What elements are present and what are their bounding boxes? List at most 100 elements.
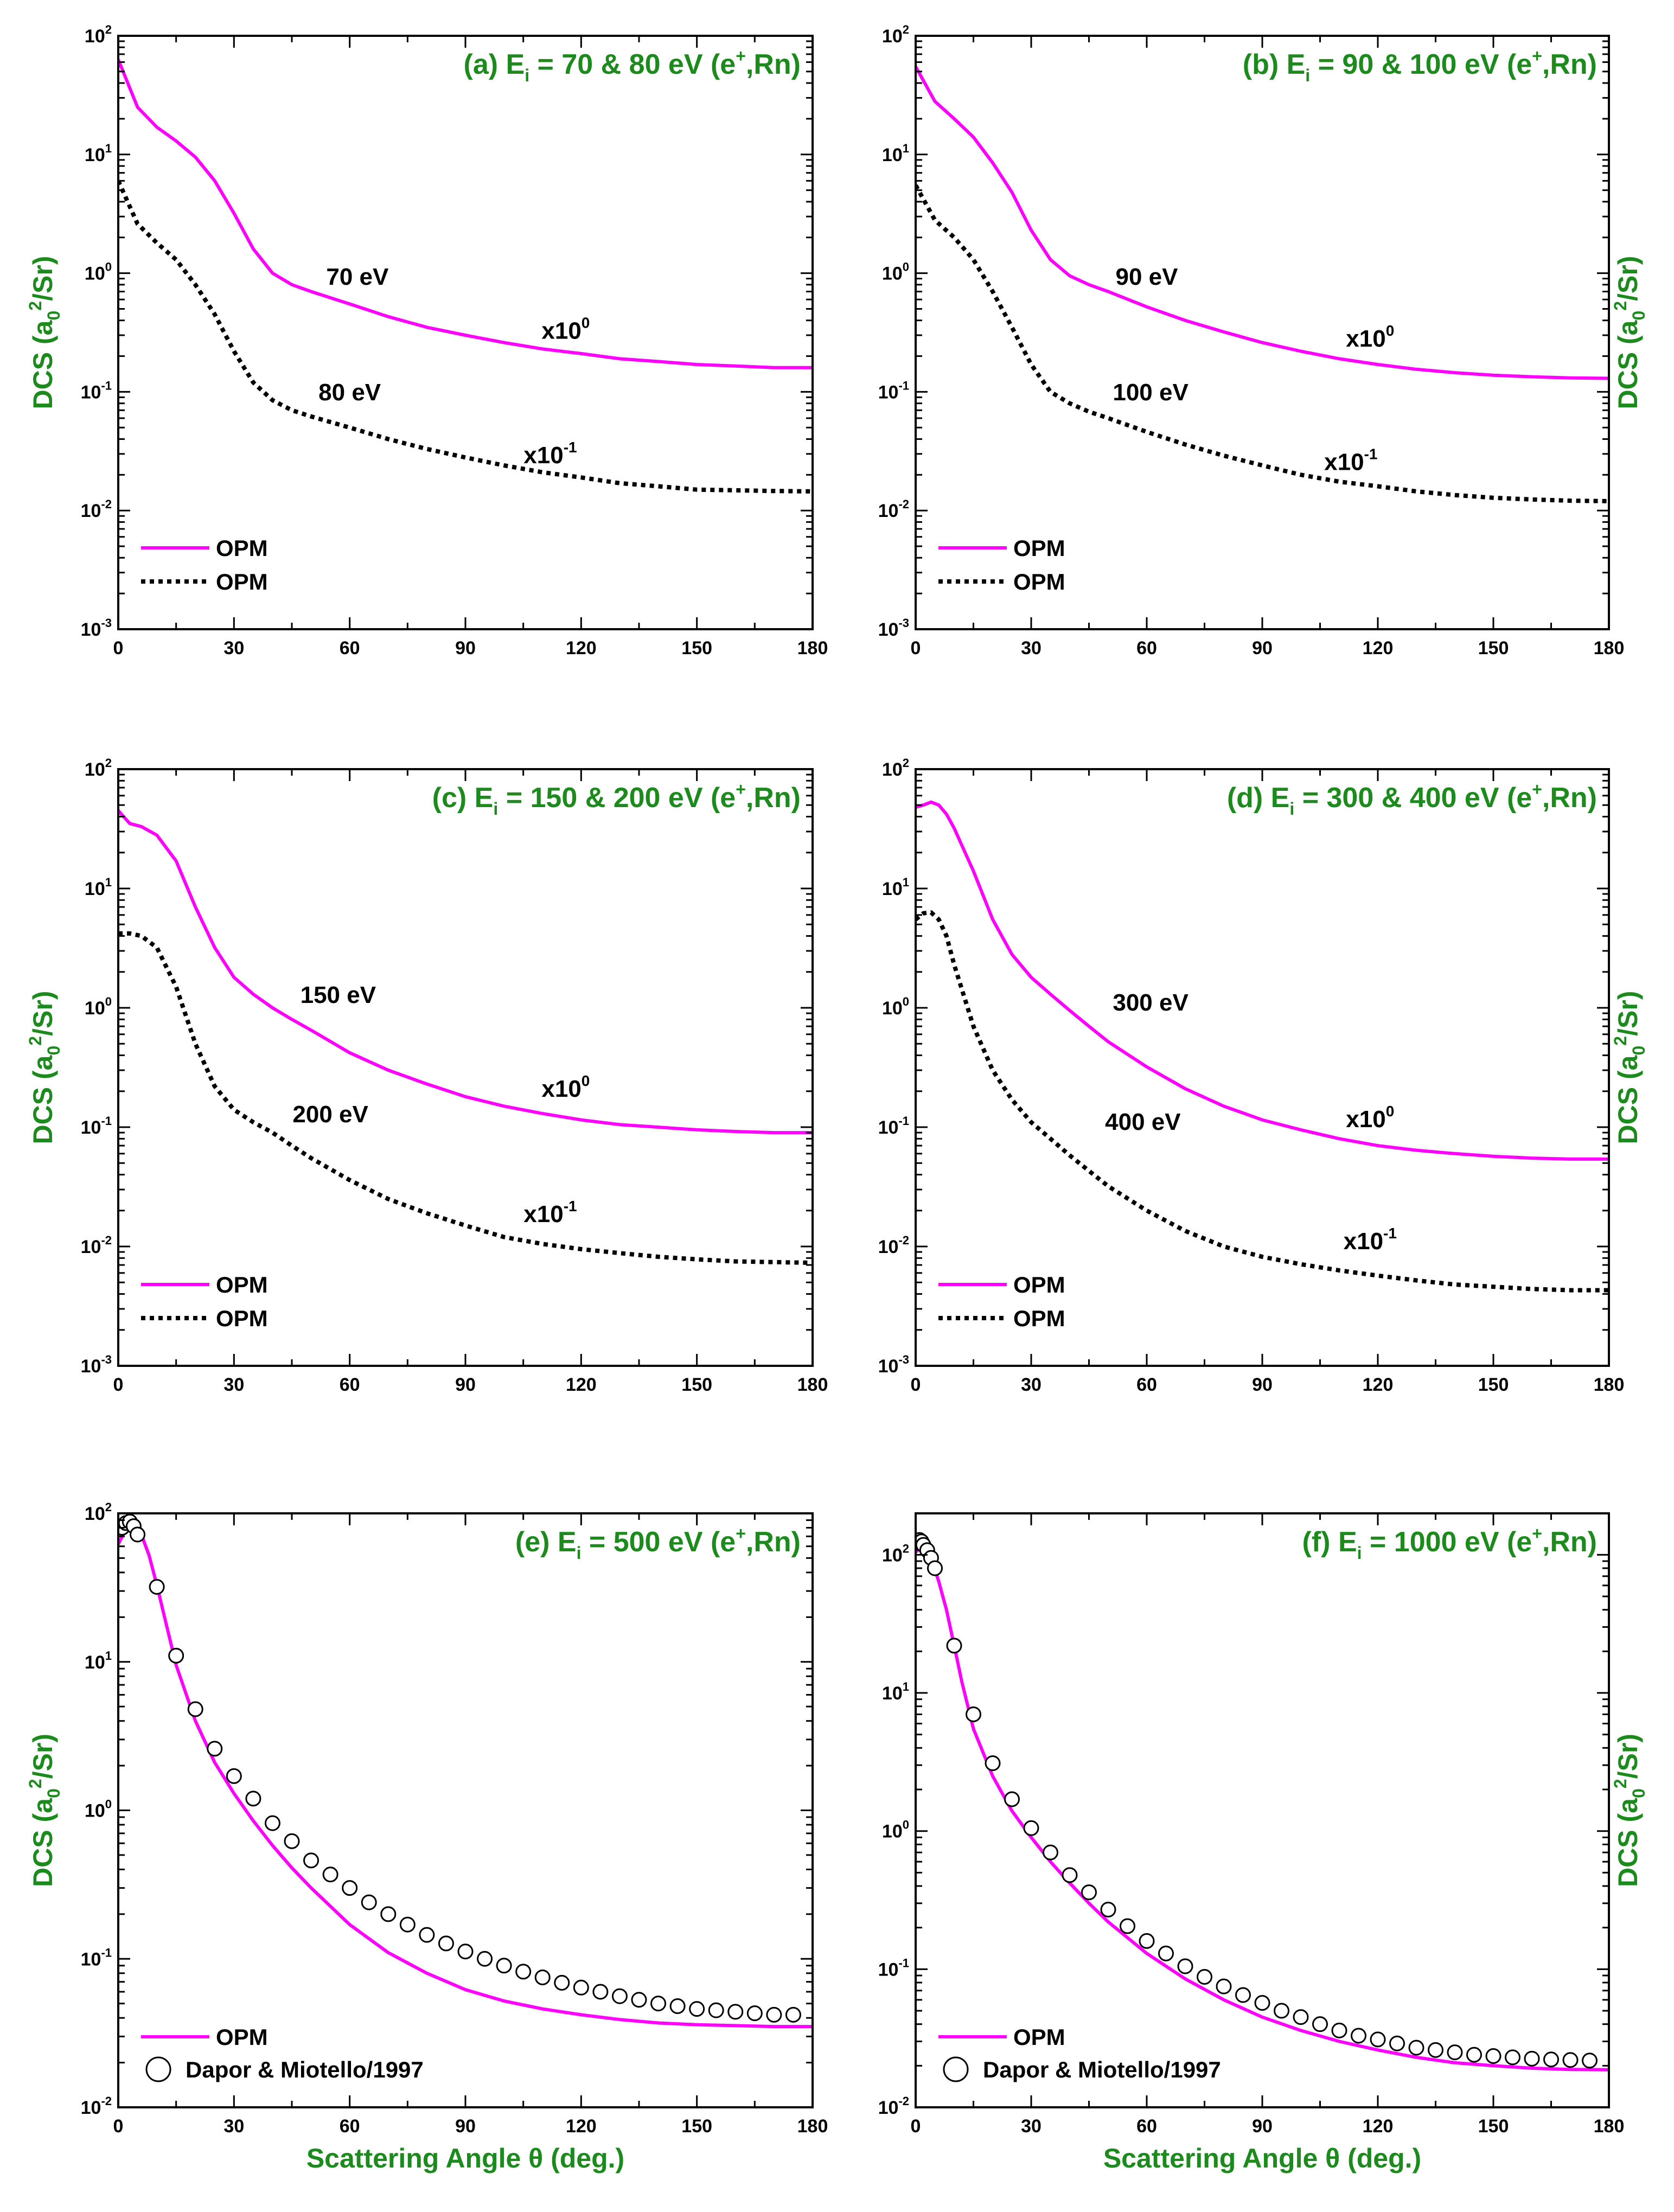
panel-title-c: (c) Ei = 150 & 200 eV (e+,Rn) (432, 779, 801, 819)
annotation-b-0: 90 eV (1116, 264, 1179, 290)
x-tick-label: 30 (223, 638, 244, 659)
legend-marker (145, 2056, 171, 2082)
data-point-f-36 (1505, 2049, 1520, 2066)
y-tick-label: 101 (882, 1680, 909, 1704)
y-axis-label: DCS (a02/Sr) (1611, 256, 1649, 410)
series-line-b-0 (916, 66, 1609, 380)
legend-label: OPM (1013, 1272, 1065, 1297)
x-tick-label: 30 (1021, 2116, 1042, 2137)
data-point-f-27 (1331, 2022, 1347, 2038)
panel-f: 0 30 60 90 120 150 180 10-2 10-1 100 101 102 (f) Ei … (878, 1512, 1649, 2173)
legend-b: OPM OPM (938, 535, 1065, 594)
panel-title-d: (d) Ei = 300 & 400 eV (e+,Rn) (1227, 779, 1597, 819)
series-line-c-1 (118, 931, 813, 1265)
x-tick-label: 0 (911, 1374, 921, 1395)
plot-area-c (118, 809, 813, 1265)
panel-e: 0 30 60 90 120 150 180 10-2 10-1 100 101 102 (e) Ei … (25, 1500, 828, 2173)
legend-label: OPM (216, 2024, 268, 2050)
x-tick-label: 150 (681, 2116, 712, 2137)
data-point-f-6 (927, 1560, 943, 1576)
x-tick-label: 150 (681, 638, 712, 659)
x-tick-label: 120 (1363, 2116, 1394, 2137)
y-tick-label: 10-2 (878, 2094, 909, 2118)
plot-area-d (916, 800, 1609, 1293)
data-point-e-21 (457, 1944, 474, 1960)
legend-f: OPM Dapor & Miotello/1997 (938, 2024, 1221, 2082)
y-tick-label: 10-3 (878, 616, 909, 640)
y-tick-label: 101 (85, 875, 112, 899)
legend-label: OPM (216, 569, 268, 594)
y-axis-label: DCS (a02/Sr) (1611, 1734, 1649, 1887)
y-tick-label: 101 (85, 142, 112, 165)
data-point-e-11 (264, 1815, 280, 1831)
panel-title-e: (e) Ei = 500 eV (e+,Rn) (515, 1524, 801, 1563)
data-point-e-36 (746, 2005, 763, 2022)
data-point-f-33 (1447, 2044, 1463, 2061)
data-point-e-26 (554, 1974, 570, 1991)
y-tick-label: 10-1 (878, 1114, 909, 1138)
legend-label: OPM (216, 1272, 268, 1297)
x-tick-label: 60 (1136, 1374, 1157, 1395)
y-tick-label: 10-1 (878, 379, 909, 402)
legend-label: Dapor & Miotello/1997 (186, 2057, 424, 2082)
y-tick-label: 100 (882, 995, 909, 1019)
y-tick-label: 102 (882, 1542, 909, 1565)
data-point-e-37 (766, 2006, 782, 2023)
panel-b: 0 30 60 90 120 150 180 10-3 10-2 10-1 100 101 102 (b)… (878, 23, 1649, 659)
y-tick-label: 101 (882, 875, 909, 899)
data-point-e-19 (419, 1927, 435, 1943)
x-tick-label: 0 (113, 2116, 124, 2137)
data-point-e-34 (708, 2002, 724, 2018)
x-tick-label: 120 (1363, 1374, 1394, 1395)
data-point-f-16 (1120, 1918, 1135, 1934)
x-tick-label: 60 (340, 1374, 360, 1395)
y-tick-label: 102 (85, 1500, 112, 1524)
data-point-e-30 (631, 1992, 647, 2008)
data-point-f-32 (1428, 2042, 1443, 2058)
x-tick-label: 90 (1252, 1374, 1273, 1395)
x-axis-label: Scattering Angle θ (deg.) (1103, 2143, 1421, 2173)
legend-a: OPM OPM (141, 535, 268, 594)
data-point-f-38 (1543, 2051, 1559, 2068)
x-tick-label: 30 (1021, 638, 1042, 659)
legend-label: OPM (1013, 1306, 1065, 1331)
data-point-e-31 (650, 1996, 667, 2012)
series-line-a-1 (118, 180, 813, 494)
data-point-f-12 (1043, 1844, 1058, 1861)
legend-marker (943, 2056, 969, 2082)
x-tick-label: 90 (455, 1374, 476, 1395)
data-point-f-24 (1274, 2003, 1289, 2019)
data-point-f-10 (1004, 1791, 1020, 1807)
y-tick-label: 102 (85, 23, 112, 47)
annotation-a-1: 80 eV (318, 379, 381, 406)
x-tick-label: 150 (1478, 1374, 1509, 1395)
data-point-e-6 (168, 1647, 184, 1664)
data-point-e-29 (611, 1988, 628, 2004)
data-point-e-23 (496, 1958, 512, 1974)
y-tick-label: 10-3 (878, 1353, 909, 1377)
y-tick-label: 10-1 (81, 1946, 112, 1970)
data-point-f-7 (946, 1638, 962, 1654)
y-tick-label: 10-2 (878, 497, 909, 521)
series-line-e-0 (118, 1524, 813, 2029)
plot-area-f (916, 1532, 1609, 2072)
y-tick-label: 100 (85, 260, 112, 284)
x-tick-label: 150 (1478, 2116, 1509, 2137)
data-point-f-22 (1235, 1987, 1251, 2003)
legend-label: Dapor & Miotello/1997 (983, 2057, 1221, 2082)
series-line-c-0 (118, 809, 813, 1135)
plot-area-e (118, 1513, 813, 2029)
x-tick-label: 0 (911, 2116, 921, 2137)
y-tick-label: 102 (882, 756, 909, 780)
x-tick-label: 0 (113, 638, 124, 659)
y-tick-label: 100 (85, 995, 112, 1019)
series-line-a-0 (118, 59, 813, 369)
x-tick-label: 120 (566, 2116, 597, 2137)
data-point-f-30 (1389, 2035, 1405, 2051)
data-point-e-18 (399, 1916, 416, 1933)
y-tick-label: 10-1 (878, 1956, 909, 1980)
data-point-f-13 (1062, 1867, 1078, 1883)
data-point-f-26 (1312, 2016, 1328, 2032)
x-tick-label: 90 (1252, 2116, 1273, 2137)
x-tick-label: 150 (1478, 638, 1509, 659)
